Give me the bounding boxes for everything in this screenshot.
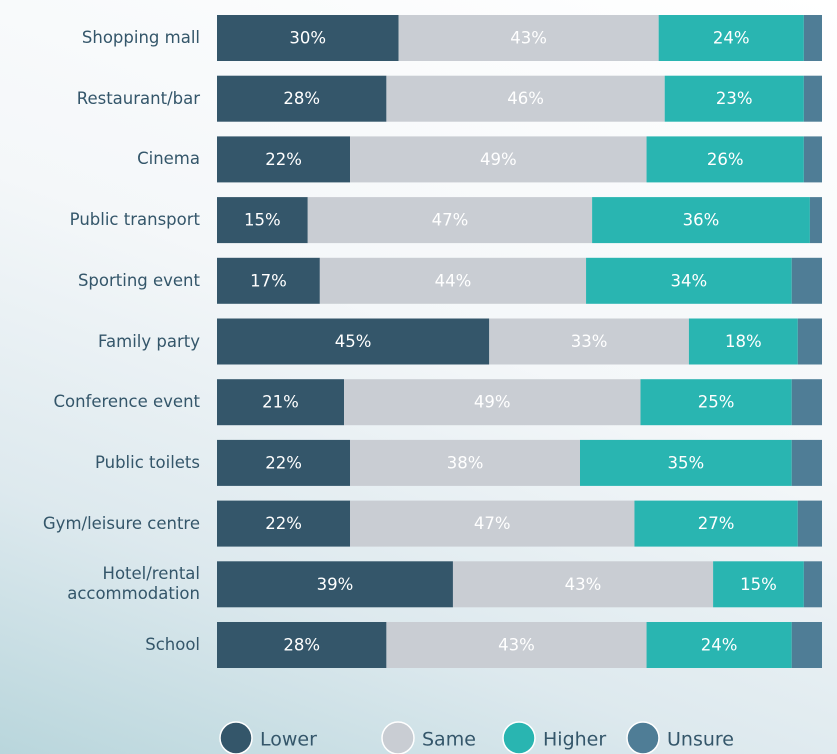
bar-segment	[452, 561, 714, 608]
bar-segment	[386, 622, 647, 668]
value-label: 24%	[701, 636, 738, 655]
value-label: 18%	[725, 332, 762, 351]
value-label: 36%	[683, 211, 720, 230]
value-label: 15%	[740, 575, 777, 594]
value-label: 24%	[713, 29, 750, 48]
category-label: Shopping mall	[81, 28, 200, 47]
legend-swatch	[381, 721, 415, 754]
bar-segment	[658, 15, 804, 61]
legend-label: Unsure	[667, 729, 734, 751]
value-label: 28%	[283, 636, 320, 655]
bar-segment	[791, 439, 822, 486]
category-label: Restaurant/bar	[76, 88, 200, 108]
bar-segment	[791, 257, 822, 304]
bar-segment	[386, 75, 665, 122]
value-label: 15%	[244, 211, 281, 230]
category-label: School	[145, 635, 200, 654]
bar-segment	[217, 15, 399, 61]
value-label: 22%	[265, 453, 302, 472]
bar-segment	[350, 439, 580, 486]
legend-label: Higher	[543, 729, 606, 751]
value-label: 23%	[716, 89, 753, 108]
value-label: 17%	[250, 271, 287, 290]
value-label: 33%	[571, 332, 608, 351]
bar-segment	[664, 75, 804, 122]
bar-segment	[350, 500, 635, 547]
value-label: 27%	[698, 514, 735, 533]
value-label: 30%	[289, 29, 326, 48]
bar-segment	[688, 318, 798, 365]
bar-segment	[217, 622, 387, 668]
bar-segment	[217, 561, 453, 608]
value-label: 22%	[265, 514, 302, 533]
bar-segment	[398, 15, 659, 61]
value-label: 39%	[317, 575, 354, 594]
legend-swatch	[502, 721, 536, 754]
value-label: 46%	[507, 89, 544, 108]
value-label: 34%	[671, 271, 708, 290]
category-label: Hotel/rental accommodation	[67, 564, 200, 604]
bar-segment	[344, 379, 641, 426]
bar-segment	[217, 439, 351, 486]
value-label: 26%	[707, 150, 744, 169]
bar-segment	[803, 561, 822, 608]
value-label: 45%	[335, 332, 372, 351]
bar-segment	[646, 136, 804, 183]
value-label: 44%	[435, 271, 472, 290]
bar-segment	[217, 75, 387, 122]
value-label: 35%	[668, 453, 705, 472]
value-label: 49%	[480, 150, 517, 169]
bar-segment	[319, 257, 587, 304]
bar-segment	[634, 500, 798, 547]
category-label: Public toilets	[94, 452, 200, 472]
bar-segment	[489, 318, 689, 365]
legend-swatch	[626, 721, 660, 754]
category-label: Conference event	[53, 392, 200, 412]
bar-segment	[592, 197, 810, 244]
bar-segment	[791, 622, 822, 668]
bar-segment	[646, 622, 792, 668]
bar-segment	[586, 257, 792, 304]
bar-segment	[797, 500, 822, 547]
bar-segment	[217, 257, 320, 304]
value-label: 38%	[447, 453, 484, 472]
category-label: Family party	[98, 331, 200, 351]
bar-segment	[803, 15, 822, 61]
value-label: 28%	[283, 89, 320, 108]
value-label: 47%	[432, 211, 469, 230]
value-label: 22%	[265, 150, 302, 169]
bar-segment	[580, 439, 792, 486]
value-label: 43%	[498, 636, 535, 655]
value-label: 21%	[262, 393, 299, 412]
value-label: 49%	[474, 393, 511, 412]
legend-label: Same	[422, 729, 476, 751]
category-label: Cinema	[137, 149, 200, 169]
legend-label: Lower	[260, 729, 317, 751]
value-label: 47%	[474, 514, 511, 533]
value-label: 25%	[698, 393, 735, 412]
bar-segment	[217, 318, 490, 365]
bar-segment	[307, 197, 593, 244]
bar-segment	[217, 136, 351, 183]
bar-segment	[640, 379, 792, 426]
bar-segment	[809, 197, 822, 244]
category-label: Sporting event	[77, 270, 200, 290]
bar-segment	[797, 318, 822, 365]
bar-segment	[350, 136, 647, 183]
bar-segment	[803, 75, 822, 122]
bar-segment	[217, 379, 345, 426]
bar-segment	[803, 136, 822, 183]
bar-segment	[217, 197, 308, 244]
bar-segment	[791, 379, 822, 426]
bar-segment	[217, 500, 351, 547]
value-label: 43%	[565, 575, 602, 594]
legend-swatch	[219, 721, 253, 754]
category-label: Gym/leisure centre	[42, 513, 200, 533]
category-label: Public transport	[69, 210, 200, 230]
value-label: 43%	[510, 29, 547, 48]
bar-segment	[713, 561, 804, 608]
